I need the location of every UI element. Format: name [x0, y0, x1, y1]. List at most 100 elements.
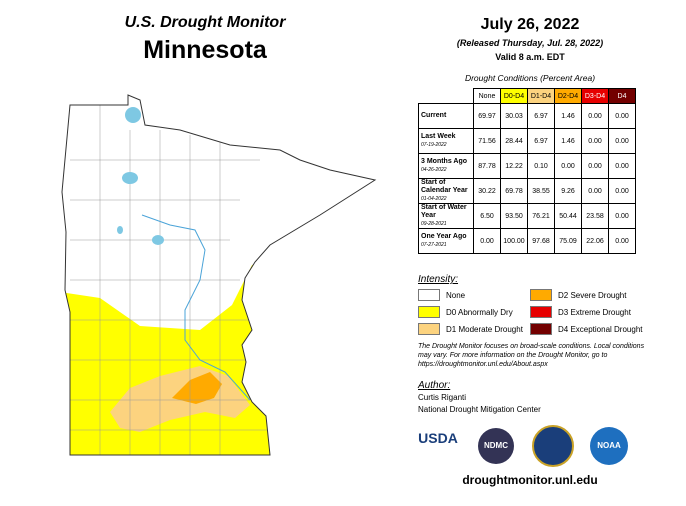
table-cell: 0.00 — [473, 228, 501, 254]
table-caption: Drought Conditions (Percent Area) — [464, 73, 596, 83]
corner-cell — [419, 89, 474, 104]
table-row: One Year Ago 07-27-2021 0.00 100.00 97.68 75.… — [418, 228, 636, 254]
legend-swatch — [530, 306, 552, 318]
table-cell: 0.00 — [608, 178, 636, 204]
legend-swatch — [530, 323, 552, 335]
legend-item: D0 Abnormally Dry — [418, 306, 513, 318]
map-date: July 26, 2022 — [480, 16, 580, 33]
table-cell: 6.97 — [527, 128, 555, 154]
legend-label: D3 Extreme Drought — [558, 307, 631, 317]
row-label: Current — [418, 103, 474, 129]
table-cell: 76.21 — [527, 203, 555, 229]
legend-item: D2 Severe Drought — [530, 289, 626, 301]
logo: NDMC — [478, 428, 514, 464]
table-cell: 69.97 — [473, 103, 501, 129]
valid-time: Valid 8 a.m. EDT — [495, 52, 565, 62]
table-row: Current 69.97 30.03 6.97 1.46 0.00 0.00 — [418, 103, 636, 129]
table-cell: 50.44 — [554, 203, 582, 229]
table-row: 3 Months Ago 04-26-2022 87.78 12.22 0.10 0.00… — [418, 153, 636, 179]
row-date: 07-19-2022 — [421, 142, 447, 148]
table-cell: 69.78 — [500, 178, 528, 204]
legend-label: D4 Exceptional Drought — [558, 324, 643, 334]
table-cell: 38.55 — [527, 178, 555, 204]
table-cell: 23.58 — [581, 203, 609, 229]
row-label: Start of Calendar Year 01-04-2022 — [418, 178, 474, 204]
table-cell: 0.00 — [581, 128, 609, 154]
row-date: 04-26-2022 — [421, 167, 447, 173]
table-cell: 87.78 — [473, 153, 501, 179]
table-cell: 1.46 — [554, 128, 582, 154]
logo: USDA — [418, 430, 458, 446]
table-cell: 0.00 — [581, 153, 609, 179]
legend-item: D4 Exceptional Drought — [530, 323, 643, 335]
author-org: National Drought Mitigation Center — [418, 405, 541, 414]
table-cell: 28.44 — [500, 128, 528, 154]
table-cell: 71.56 — [473, 128, 501, 154]
column-header: D4 — [608, 88, 636, 104]
table-cell: 0.00 — [608, 153, 636, 179]
legend-label: D1 Moderate Drought — [446, 324, 523, 334]
row-name: One Year Ago — [421, 233, 467, 240]
legend-swatch — [418, 323, 440, 335]
drought-areas — [62, 95, 375, 455]
row-label: Last Week 07-19-2022 — [418, 128, 474, 154]
table-cell: 0.00 — [581, 103, 609, 129]
conditions-table: None D0-D4 D1-D4 D2-D4 D3-D4 D4 Current 69.97 30… — [418, 88, 636, 254]
legend-label: D0 Abnormally Dry — [446, 307, 513, 317]
table-cell: 30.22 — [473, 178, 501, 204]
release-date: (Released Thursday, Jul. 28, 2022) — [456, 38, 604, 48]
legend-label: D2 Severe Drought — [558, 290, 627, 300]
row-name: Last Week — [421, 133, 456, 140]
logo: NOAA — [590, 427, 628, 465]
table-cell: 22.06 — [581, 228, 609, 254]
author-name: Curtis Riganti — [418, 393, 467, 402]
title: U.S. Drought Monitor — [124, 14, 286, 31]
column-header: D0-D4 — [500, 88, 528, 104]
table-cell: 0.00 — [608, 203, 636, 229]
map — [61, 94, 377, 456]
legend-item: D1 Moderate Drought — [418, 323, 523, 335]
legend-title: Intensity: — [418, 274, 459, 285]
row-date: 01-04-2022 — [421, 196, 447, 202]
d2-area — [172, 372, 222, 404]
column-header: None — [473, 88, 501, 104]
table-cell: 0.10 — [527, 153, 555, 179]
table-cell: 30.03 — [500, 103, 528, 129]
table-cell: 12.22 — [500, 153, 528, 179]
row-label: 3 Months Ago 04-26-2022 — [418, 153, 474, 179]
table-row: Start of Water Year 09-28-2021 6.50 93.50 76… — [418, 203, 636, 229]
table-cell: 0.00 — [608, 228, 636, 254]
legend-swatch — [530, 289, 552, 301]
table-cell: 0.00 — [554, 153, 582, 179]
row-name: Current — [421, 112, 447, 119]
row-date: 09-28-2021 — [421, 221, 447, 227]
state-outline — [61, 94, 377, 456]
column-header: D2-D4 — [554, 88, 582, 104]
table-cell: 0.00 — [608, 103, 636, 129]
row-name: Start of Calendar Year — [421, 179, 468, 194]
legend-item: D3 Extreme Drought — [530, 306, 631, 318]
legend-swatch — [418, 289, 440, 301]
header-row: None D0-D4 D1-D4 D2-D4 D3-D4 D4 — [419, 88, 636, 104]
table-cell: 6.50 — [473, 203, 501, 229]
note: The Drought Monitor focuses on broad-sca… — [418, 343, 645, 368]
logo — [532, 425, 574, 467]
row-date: 07-27-2021 — [421, 242, 447, 248]
row-name: 3 Months Ago — [421, 158, 468, 165]
table-cell: 100.00 — [500, 228, 528, 254]
table-cell: 1.46 — [554, 103, 582, 129]
table-cell: 0.00 — [608, 128, 636, 154]
row-name: Start of Water Year — [421, 204, 467, 219]
table-cell: 9.26 — [554, 178, 582, 204]
row-label: Start of Water Year 09-28-2021 — [418, 203, 474, 229]
d0-area — [62, 262, 270, 455]
author-heading: Author: — [418, 380, 451, 391]
table-row: Last Week 07-19-2022 71.56 28.44 6.97 1.46 0.0… — [418, 128, 636, 154]
table-cell: 6.97 — [527, 103, 555, 129]
table-row: Start of Calendar Year 01-04-2022 30.22 69.… — [418, 178, 636, 204]
legend-item: None — [418, 289, 465, 301]
website: droughtmonitor.unl.edu — [462, 473, 598, 487]
state-name: Minnesota — [143, 36, 267, 64]
table-cell: 75.09 — [554, 228, 582, 254]
